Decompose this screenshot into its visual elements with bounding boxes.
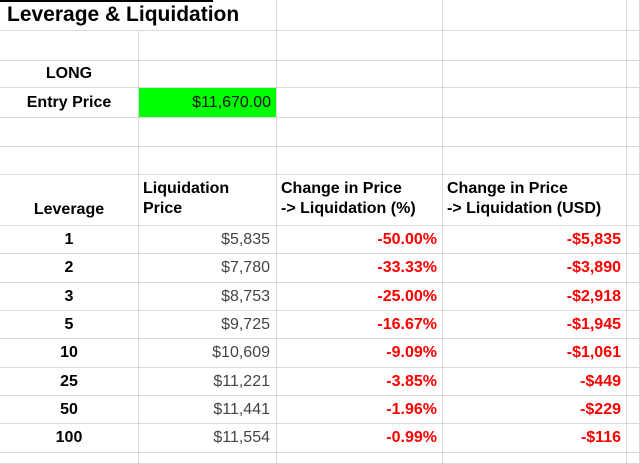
empty-cell[interactable] — [627, 311, 640, 339]
empty-cell[interactable] — [139, 118, 277, 147]
empty-cell[interactable] — [443, 88, 627, 118]
change-pct-cell[interactable]: -25.00% — [277, 283, 443, 311]
liquidation-price-cell[interactable]: $5,835 — [139, 226, 277, 254]
empty-cell[interactable] — [139, 147, 277, 175]
top-border-mark — [0, 0, 213, 2]
empty-cell[interactable] — [443, 453, 627, 464]
empty-cell[interactable] — [627, 453, 640, 464]
empty-cell[interactable] — [627, 254, 640, 283]
empty-cell[interactable] — [0, 453, 139, 464]
empty-cell[interactable] — [627, 424, 640, 453]
leverage-cell[interactable]: 1 — [0, 226, 139, 254]
empty-cell[interactable] — [139, 453, 277, 464]
empty-cell[interactable] — [627, 226, 640, 254]
change-pct-cell[interactable]: -3.85% — [277, 368, 443, 396]
change-usd-cell[interactable]: -$1,061 — [443, 339, 627, 368]
empty-cell[interactable] — [627, 118, 640, 147]
empty-cell[interactable] — [627, 175, 640, 226]
change-usd-cell[interactable]: -$229 — [443, 396, 627, 424]
empty-cell[interactable] — [277, 88, 443, 118]
empty-cell[interactable] — [277, 61, 443, 88]
change-pct-cell[interactable]: -1.96% — [277, 396, 443, 424]
liquidation-price-cell[interactable]: $11,221 — [139, 368, 277, 396]
empty-cell[interactable] — [627, 368, 640, 396]
empty-cell[interactable] — [0, 147, 139, 175]
liquidation-price-cell[interactable]: $8,753 — [139, 283, 277, 311]
leverage-cell[interactable]: 3 — [0, 283, 139, 311]
empty-cell[interactable] — [627, 61, 640, 88]
sheet-title-cell[interactable]: Leverage & Liquidation — [0, 0, 277, 31]
header-leverage-cell[interactable]: Leverage — [0, 175, 139, 226]
change-pct-cell[interactable]: -16.67% — [277, 311, 443, 339]
leverage-cell[interactable]: 50 — [0, 396, 139, 424]
header-liquidation-price-cell[interactable]: Liquidation Price — [139, 175, 277, 226]
change-usd-cell[interactable]: -$2,918 — [443, 283, 627, 311]
change-usd-cell[interactable]: -$5,835 — [443, 226, 627, 254]
position-label-cell[interactable]: LONG — [0, 61, 139, 88]
empty-cell[interactable] — [443, 61, 627, 88]
change-usd-cell[interactable]: -$449 — [443, 368, 627, 396]
entry-price-label-cell[interactable]: Entry Price — [0, 88, 139, 118]
empty-cell[interactable] — [443, 0, 627, 31]
empty-cell[interactable] — [627, 147, 640, 175]
header-line: Price — [143, 200, 183, 217]
leverage-cell[interactable]: 5 — [0, 311, 139, 339]
empty-cell[interactable] — [443, 147, 627, 175]
change-pct-cell[interactable]: -50.00% — [277, 226, 443, 254]
header-line: -> Liquidation (%) — [281, 200, 416, 217]
change-pct-cell[interactable]: -0.99% — [277, 424, 443, 453]
empty-cell[interactable] — [627, 31, 640, 61]
liquidation-price-cell[interactable]: $7,780 — [139, 254, 277, 283]
change-pct-cell[interactable]: -9.09% — [277, 339, 443, 368]
empty-cell[interactable] — [627, 0, 640, 31]
empty-cell[interactable] — [139, 31, 277, 61]
empty-cell[interactable] — [277, 147, 443, 175]
empty-cell[interactable] — [277, 453, 443, 464]
empty-cell[interactable] — [139, 61, 277, 88]
leverage-cell[interactable]: 2 — [0, 254, 139, 283]
header-line: -> Liquidation (USD) — [447, 200, 602, 217]
change-usd-cell[interactable]: -$116 — [443, 424, 627, 453]
header-change-usd-cell[interactable]: Change in Price -> Liquidation (USD) — [443, 175, 627, 226]
leverage-cell[interactable]: 10 — [0, 339, 139, 368]
empty-cell[interactable] — [627, 88, 640, 118]
empty-cell[interactable] — [277, 118, 443, 147]
header-line: Change in Price — [447, 180, 568, 197]
leverage-cell[interactable]: 25 — [0, 368, 139, 396]
leverage-cell[interactable]: 100 — [0, 424, 139, 453]
header-change-pct-cell[interactable]: Change in Price -> Liquidation (%) — [277, 175, 443, 226]
entry-price-value-cell[interactable]: $11,670.00 — [139, 88, 277, 118]
liquidation-price-cell[interactable]: $11,554 — [139, 424, 277, 453]
change-usd-cell[interactable]: -$3,890 — [443, 254, 627, 283]
change-usd-cell[interactable]: -$1,945 — [443, 311, 627, 339]
empty-cell[interactable] — [627, 396, 640, 424]
empty-cell[interactable] — [627, 339, 640, 368]
header-line: Change in Price — [281, 180, 402, 197]
empty-cell[interactable] — [0, 31, 139, 61]
empty-cell[interactable] — [627, 283, 640, 311]
empty-cell[interactable] — [277, 31, 443, 61]
liquidation-price-cell[interactable]: $9,725 — [139, 311, 277, 339]
liquidation-price-cell[interactable]: $11,441 — [139, 396, 277, 424]
empty-cell[interactable] — [443, 31, 627, 61]
change-pct-cell[interactable]: -33.33% — [277, 254, 443, 283]
empty-cell[interactable] — [443, 118, 627, 147]
empty-cell[interactable] — [277, 0, 443, 31]
liquidation-price-cell[interactable]: $10,609 — [139, 339, 277, 368]
empty-cell[interactable] — [0, 118, 139, 147]
header-line: Liquidation — [143, 180, 230, 197]
